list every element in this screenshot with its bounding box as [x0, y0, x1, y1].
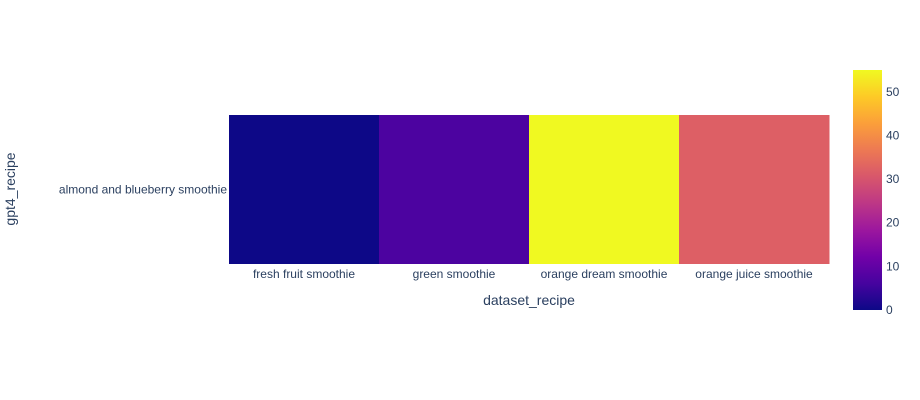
colorbar-tick-label: 30: [886, 172, 900, 186]
heatmap-cells: [229, 115, 830, 264]
heatmap-cell: [229, 115, 380, 264]
x-tick-label: orange dream smoothie: [541, 267, 668, 281]
colorbar-tick-label: 20: [886, 216, 900, 230]
colorbar: [853, 70, 882, 310]
colorbar-tick-label: 40: [886, 128, 900, 142]
heatmap-cell: [529, 115, 680, 264]
x-tick-labels: fresh fruit smoothie green smoothie orange…: [253, 267, 813, 281]
x-tick-label: orange juice smoothie: [695, 267, 813, 281]
y-tick-labels: almond and blueberry smoothie: [59, 183, 227, 197]
x-axis-label: dataset_recipe: [483, 292, 575, 308]
y-tick-label: almond and blueberry smoothie: [59, 183, 227, 197]
x-tick-label: fresh fruit smoothie: [253, 267, 355, 281]
colorbar-tick-label: 10: [886, 259, 900, 273]
colorbar-ticks: 0 10 20 30 40 50: [886, 85, 900, 317]
y-axis-label: gpt4_recipe: [2, 152, 18, 225]
colorbar-tick-label: 50: [886, 85, 900, 99]
heatmap-cell: [379, 115, 530, 264]
x-tick-label: green smoothie: [413, 267, 496, 281]
colorbar-tick-label: 0: [886, 303, 893, 317]
heatmap-cell: [679, 115, 830, 264]
